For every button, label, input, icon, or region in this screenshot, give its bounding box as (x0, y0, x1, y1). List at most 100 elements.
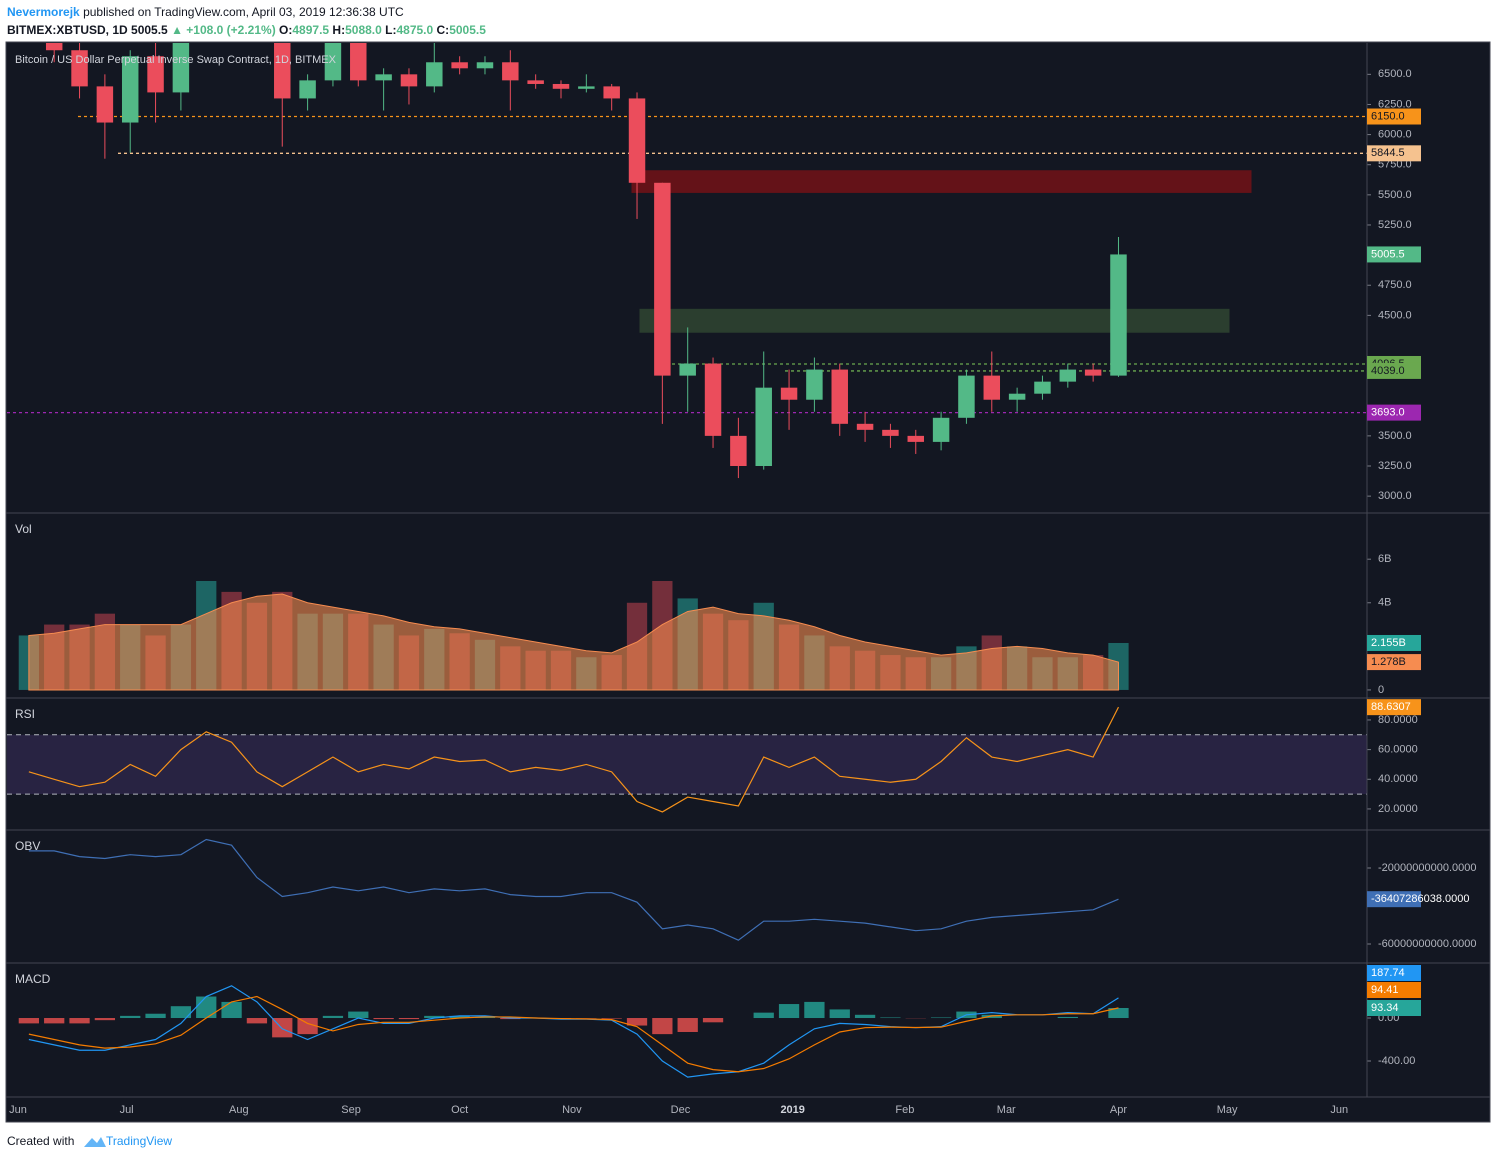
candle-body (704, 363, 722, 436)
candle-body (71, 50, 88, 87)
macd-histogram (145, 1013, 166, 1019)
candle-body (831, 369, 848, 424)
indicator-line (28, 838, 1119, 941)
price-tag (1367, 699, 1421, 716)
price-tag-label: 93.34 (1371, 1002, 1399, 1014)
candle-body (780, 387, 798, 400)
ohlc-key: O: (279, 23, 292, 37)
macd-histogram (829, 1009, 850, 1019)
y-tick-label: 4750.0 (1378, 279, 1412, 291)
macd-histogram (930, 1017, 952, 1019)
price-tag (1367, 654, 1421, 671)
publish-line: Nevermorejk published on TradingView.com… (7, 5, 404, 19)
candle-body (172, 43, 190, 93)
price-tag (1367, 246, 1421, 263)
candle-body (1084, 369, 1102, 376)
price-tag (1367, 145, 1421, 162)
pane: Bitcoin / US Dollar Perpetual Inverse Sw… (7, 43, 1421, 513)
macd-histogram (753, 1012, 774, 1019)
candle-body (451, 62, 468, 69)
candle-body (1034, 381, 1051, 394)
macd-histogram (677, 1018, 698, 1032)
y-tick-label: 6000.0 (1378, 128, 1412, 140)
price-tag (1367, 108, 1421, 125)
indicator-line (28, 706, 1120, 813)
y-tick-label: 20.0000 (1378, 803, 1418, 815)
pane-marks (7, 43, 1367, 479)
price-tag-label: 94.41 (1371, 984, 1399, 996)
pane-marks (7, 706, 1367, 813)
candle-body (121, 56, 139, 123)
candle-body (983, 375, 1001, 400)
macd-histogram (297, 1018, 318, 1035)
candle-body (147, 56, 164, 93)
author[interactable]: Nevermorejk (7, 5, 80, 19)
candle-body (552, 83, 570, 89)
candle-body (96, 86, 114, 123)
price-tag (1367, 404, 1421, 421)
y-tick-label: 80.0000 (1378, 714, 1418, 726)
pane: Vol 0 4B 6B 2.155B 1.278B (6, 512, 1490, 698)
macd-histogram (880, 1017, 901, 1019)
time-label: Jun (1330, 1104, 1348, 1116)
ohlc-key: L: (385, 23, 396, 37)
price-tag (1367, 634, 1421, 651)
pane-title: Vol (15, 522, 32, 536)
price-tag-label: 5005.5 (1371, 248, 1405, 260)
macd-histogram (94, 1018, 116, 1021)
ohlc-val: 4897.5 (292, 23, 329, 37)
macd-histogram (424, 1015, 445, 1019)
price-tag-label: 2.155B (1371, 637, 1406, 649)
candle-body (882, 429, 899, 436)
time-label: Jun (9, 1104, 27, 1116)
candle-body (375, 74, 392, 81)
macd-histogram (778, 1004, 800, 1019)
candle-body (274, 43, 291, 99)
signal-line (28, 995, 1119, 1073)
y-tick-label: 5750.0 (1378, 159, 1412, 171)
candle-body (527, 80, 544, 84)
candle-body (755, 387, 772, 466)
candle-body (502, 62, 519, 81)
candle-body (806, 369, 823, 400)
footer: Created with TradingView (7, 1134, 172, 1148)
y-tick-label: 4500.0 (1378, 309, 1412, 321)
candle-body (679, 363, 696, 376)
candle-body (1008, 393, 1026, 400)
macd-histogram (44, 1018, 65, 1024)
rsi-band (7, 734, 1367, 795)
y-tick-label: 0 (1378, 684, 1384, 696)
pane-marks (18, 985, 1129, 1078)
time-label: Dec (671, 1104, 691, 1116)
time-label: Mar (997, 1104, 1016, 1116)
macd-histogram (221, 1001, 242, 1019)
candle-body (628, 98, 646, 183)
macd-histogram (449, 1015, 470, 1019)
price-tag (1367, 965, 1421, 981)
brand[interactable]: TradingView (106, 1134, 172, 1148)
y-tick-label: 5500.0 (1378, 189, 1412, 201)
time-label: Sep (341, 1104, 361, 1116)
macd-histogram (398, 1018, 420, 1020)
logo (84, 1137, 106, 1147)
price-tag-label: 4039.0 (1371, 365, 1405, 377)
candle-body (907, 435, 924, 442)
pane-title: MACD (15, 972, 51, 986)
price-tag (1367, 891, 1421, 908)
macd-histogram (348, 1011, 369, 1019)
candle-body (932, 417, 950, 442)
y-tick-label: 40.0000 (1378, 773, 1418, 785)
candle-body (324, 43, 342, 81)
ohlc-key: C: (437, 23, 450, 37)
candle-body (603, 86, 620, 99)
time-label: 2019 (780, 1104, 804, 1116)
price-tag-label: 5844.5 (1371, 147, 1405, 159)
macd-histogram (854, 1014, 876, 1019)
candle-body (1110, 254, 1127, 376)
time-axis: Jun Jul Aug Sep Oct Nov Dec 2019 Feb Mar Apr May Jun (6, 1096, 1490, 1116)
ohlc-val: 4875.0 (396, 23, 433, 37)
macd-histogram (702, 1018, 724, 1023)
zone (631, 170, 1252, 193)
